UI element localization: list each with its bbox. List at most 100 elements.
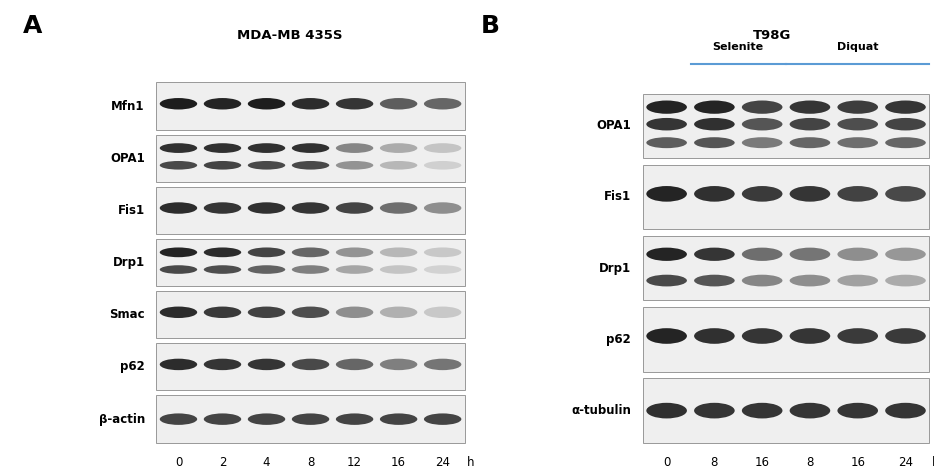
FancyBboxPatch shape: [157, 239, 465, 287]
Ellipse shape: [336, 266, 374, 274]
Ellipse shape: [646, 119, 686, 131]
Ellipse shape: [204, 266, 241, 274]
Ellipse shape: [380, 203, 417, 214]
Text: 16: 16: [850, 455, 865, 467]
Ellipse shape: [789, 403, 830, 418]
Ellipse shape: [885, 403, 926, 418]
Text: OPA1: OPA1: [597, 119, 631, 132]
Ellipse shape: [694, 119, 735, 131]
Ellipse shape: [838, 187, 878, 202]
Text: p62: p62: [606, 332, 631, 345]
Ellipse shape: [204, 414, 241, 425]
Ellipse shape: [248, 307, 285, 318]
Ellipse shape: [380, 307, 417, 318]
Ellipse shape: [160, 99, 197, 110]
Text: h: h: [932, 455, 934, 467]
Ellipse shape: [789, 101, 830, 115]
Ellipse shape: [248, 414, 285, 425]
Ellipse shape: [248, 203, 285, 214]
Ellipse shape: [160, 144, 197, 154]
Text: OPA1: OPA1: [110, 152, 145, 165]
Ellipse shape: [694, 138, 735, 149]
Ellipse shape: [424, 203, 461, 214]
Ellipse shape: [885, 138, 926, 149]
Text: Smac: Smac: [109, 307, 145, 321]
Ellipse shape: [424, 144, 461, 154]
Ellipse shape: [694, 328, 735, 344]
Ellipse shape: [380, 359, 417, 370]
Ellipse shape: [789, 248, 830, 261]
Ellipse shape: [646, 403, 686, 418]
Ellipse shape: [204, 307, 241, 318]
Ellipse shape: [694, 101, 735, 115]
Text: β-actin: β-actin: [98, 412, 145, 425]
Ellipse shape: [885, 328, 926, 344]
Text: 0: 0: [663, 455, 671, 467]
Ellipse shape: [291, 248, 330, 258]
FancyBboxPatch shape: [643, 236, 929, 301]
Ellipse shape: [291, 266, 330, 274]
Ellipse shape: [336, 99, 374, 110]
Ellipse shape: [646, 275, 686, 287]
Ellipse shape: [694, 275, 735, 287]
Ellipse shape: [204, 359, 241, 370]
Ellipse shape: [646, 328, 686, 344]
Ellipse shape: [248, 144, 285, 154]
FancyBboxPatch shape: [643, 307, 929, 372]
Ellipse shape: [742, 119, 783, 131]
Ellipse shape: [160, 266, 197, 274]
Ellipse shape: [885, 248, 926, 261]
Ellipse shape: [694, 248, 735, 261]
Text: B: B: [481, 14, 500, 38]
Ellipse shape: [248, 99, 285, 110]
Ellipse shape: [336, 248, 374, 258]
Ellipse shape: [646, 187, 686, 202]
Ellipse shape: [160, 248, 197, 258]
FancyBboxPatch shape: [157, 396, 465, 443]
Text: A: A: [23, 14, 43, 38]
Ellipse shape: [291, 307, 330, 318]
Ellipse shape: [838, 119, 878, 131]
Ellipse shape: [885, 101, 926, 115]
Text: Drp1: Drp1: [113, 256, 145, 268]
Text: 12: 12: [347, 455, 362, 467]
FancyBboxPatch shape: [157, 83, 465, 130]
Ellipse shape: [742, 187, 783, 202]
Ellipse shape: [204, 99, 241, 110]
Ellipse shape: [742, 248, 783, 261]
Ellipse shape: [742, 275, 783, 287]
Ellipse shape: [336, 359, 374, 370]
Ellipse shape: [336, 203, 374, 214]
Ellipse shape: [885, 187, 926, 202]
Ellipse shape: [336, 307, 374, 318]
Ellipse shape: [380, 162, 417, 170]
Ellipse shape: [248, 162, 285, 170]
Text: 16: 16: [755, 455, 770, 467]
Text: Diquat: Diquat: [837, 42, 879, 52]
Ellipse shape: [336, 144, 374, 154]
Text: Fis1: Fis1: [118, 204, 145, 217]
Text: p62: p62: [120, 360, 145, 373]
FancyBboxPatch shape: [643, 165, 929, 230]
Text: 0: 0: [175, 455, 182, 467]
Ellipse shape: [380, 99, 417, 110]
Ellipse shape: [204, 248, 241, 258]
Text: α-tubulin: α-tubulin: [572, 403, 631, 416]
FancyBboxPatch shape: [643, 94, 929, 159]
Ellipse shape: [838, 138, 878, 149]
Ellipse shape: [380, 248, 417, 258]
Ellipse shape: [291, 144, 330, 154]
Ellipse shape: [424, 162, 461, 170]
Text: h: h: [467, 455, 474, 467]
Ellipse shape: [742, 328, 783, 344]
Text: 8: 8: [307, 455, 314, 467]
Text: 4: 4: [262, 455, 270, 467]
Ellipse shape: [694, 187, 735, 202]
Ellipse shape: [248, 266, 285, 274]
Ellipse shape: [380, 144, 417, 154]
Ellipse shape: [424, 266, 461, 274]
Ellipse shape: [160, 203, 197, 214]
Ellipse shape: [336, 162, 374, 170]
FancyBboxPatch shape: [157, 135, 465, 183]
Ellipse shape: [380, 266, 417, 274]
